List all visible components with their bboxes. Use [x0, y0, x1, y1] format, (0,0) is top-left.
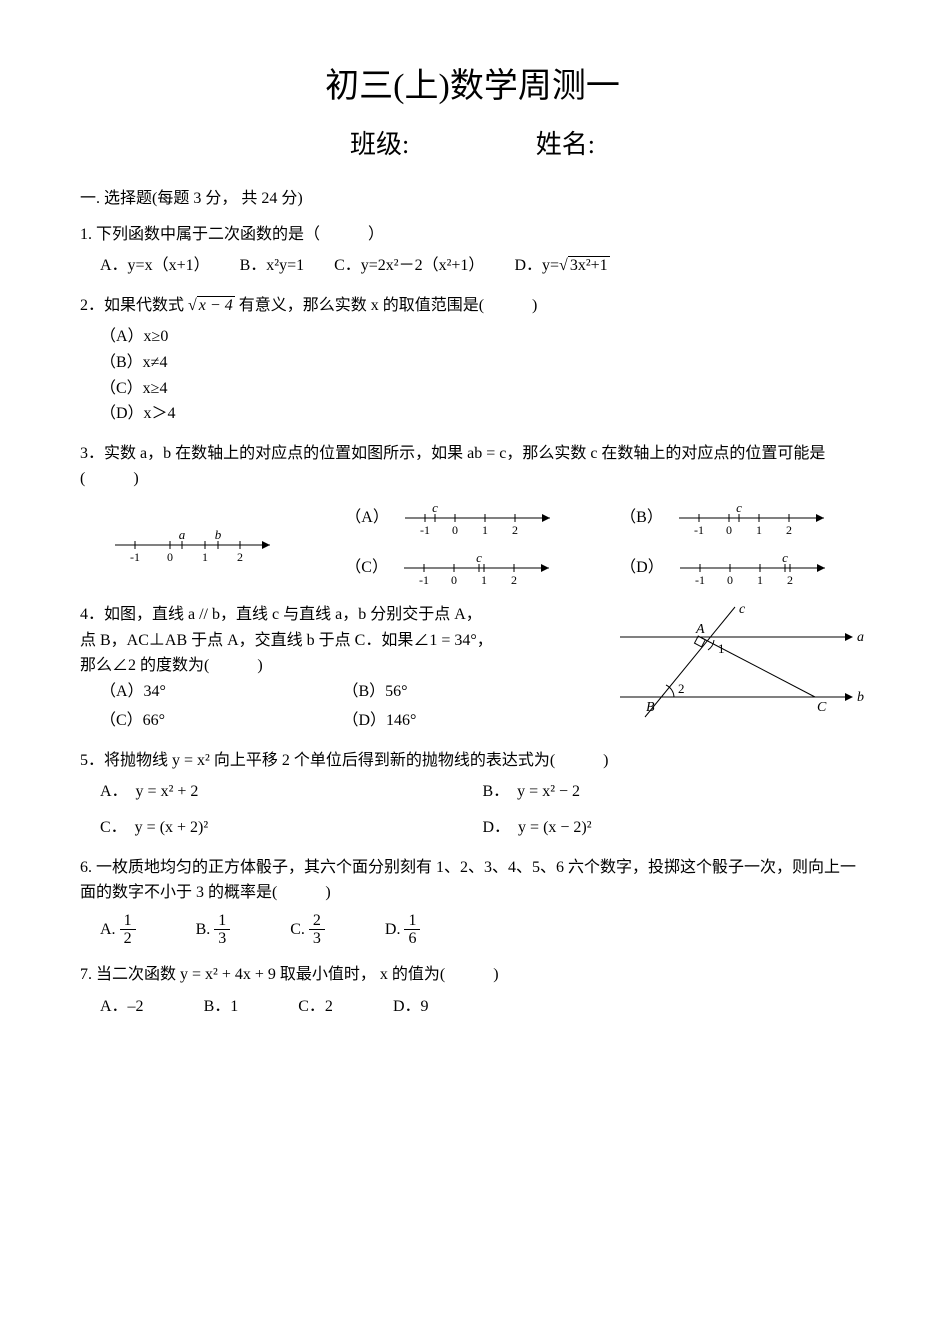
- q6-opt-d: D. 16: [385, 912, 421, 948]
- q4-opt-a: （A）34°: [100, 679, 343, 705]
- q5-stem: 5．将抛物线 y = x² 向上平移 2 个单位后得到新的抛物线的表达式为( ): [80, 748, 865, 774]
- svg-text:-1: -1: [694, 523, 704, 537]
- svg-text:1: 1: [481, 573, 487, 587]
- q5-opt-a: A． y = x² + 2: [100, 779, 483, 805]
- svg-text:0: 0: [452, 523, 458, 537]
- svg-text:b: b: [215, 527, 222, 542]
- q2-opt-c: （C）x≥4: [100, 376, 865, 402]
- svg-text:1: 1: [757, 573, 763, 587]
- number-line-d: -1 0 1 2 c: [670, 548, 830, 588]
- svg-text:A: A: [695, 622, 705, 637]
- svg-text:0: 0: [726, 523, 732, 537]
- svg-text:2: 2: [237, 550, 243, 564]
- q3-opt-a: （A） -1012c: [345, 498, 590, 538]
- q7-stem: 7. 当二次函数 y = x² + 4x + 9 取最小值时， x 的值为( ): [80, 962, 865, 988]
- svg-text:2: 2: [678, 681, 685, 696]
- svg-text:-1: -1: [419, 573, 429, 587]
- q6-opt-c: C. 23: [290, 912, 325, 948]
- number-line-ref: -1 0 1 2 a b: [100, 520, 280, 565]
- q7-opt-b: B．1: [204, 994, 239, 1020]
- question-6: 6. 一枚质地均匀的正方体骰子，其六个面分别刻有 1、2、3、4、5、6 六个数…: [80, 855, 865, 948]
- q4-stem-3: 那么∠2 的度数为( ): [80, 653, 585, 679]
- q6-opt-b: B. 13: [196, 912, 231, 948]
- q3-opt-c: （C） -1012c: [345, 548, 590, 588]
- question-7: 7. 当二次函数 y = x² + 4x + 9 取最小值时， x 的值为( )…: [80, 962, 865, 1019]
- number-line-a: -1 0 1 2 c: [395, 498, 555, 538]
- svg-text:-1: -1: [695, 573, 705, 587]
- q4-stem-2: 点 B，AC⊥AB 于点 A，交直线 b 于点 C．如果∠1 = 34°，: [80, 628, 585, 654]
- svg-text:C: C: [817, 700, 827, 715]
- svg-text:2: 2: [787, 573, 793, 587]
- q4-stem-1: 4．如图，直线 a // b，直线 c 与直线 a，b 分别交于点 A，: [80, 602, 585, 628]
- q6-stem: 6. 一枚质地均匀的正方体骰子，其六个面分别刻有 1、2、3、4、5、6 六个数…: [80, 855, 865, 906]
- svg-text:c: c: [476, 550, 482, 565]
- question-2: 2．如果代数式 x − 4 有意义，那么实数 x 的取值范围是( ) （A）x≥…: [80, 293, 865, 427]
- page-title: 初三(上)数学周测一: [80, 60, 865, 114]
- q3-opt-b: （B） -1012c: [620, 498, 865, 538]
- svg-text:0: 0: [727, 573, 733, 587]
- q1-opt-a: A．y=x（x+1）: [100, 253, 210, 279]
- svg-text:a: a: [179, 527, 186, 542]
- question-3: 3．实数 a，b 在数轴上的对应点的位置如图所示，如果 ab = c，那么实数 …: [80, 441, 865, 588]
- q3-stem: 3．实数 a，b 在数轴上的对应点的位置如图所示，如果 ab = c，那么实数 …: [80, 441, 865, 492]
- svg-text:1: 1: [718, 641, 725, 656]
- svg-text:1: 1: [756, 523, 762, 537]
- q4-diagram: a b c A B C 1 2: [605, 602, 865, 722]
- q2-stem: 2．如果代数式 x − 4 有意义，那么实数 x 的取值范围是( ): [80, 293, 865, 319]
- svg-text:2: 2: [786, 523, 792, 537]
- svg-text:b: b: [857, 690, 864, 705]
- q6-opt-a: A. 12: [100, 912, 136, 948]
- q7-opt-a: A．–2: [100, 994, 144, 1020]
- svg-text:c: c: [782, 550, 788, 565]
- q1-opt-d: D．y=3x²+1: [514, 253, 609, 279]
- q2-opt-a: （A）x≥0: [100, 324, 865, 350]
- svg-text:a: a: [857, 630, 864, 645]
- svg-text:c: c: [736, 500, 742, 515]
- q2-opt-d: （D）x＞4: [100, 401, 865, 427]
- question-4: 4．如图，直线 a // b，直线 c 与直线 a，b 分别交于点 A， 点 B…: [80, 602, 865, 734]
- q2-opt-b: （B）x≠4: [100, 350, 865, 376]
- svg-text:2: 2: [511, 573, 517, 587]
- q1-opt-b: B．x²y=1: [240, 253, 305, 279]
- name-label: 姓名:: [536, 124, 595, 166]
- q3-ref-diagram: -1 0 1 2 a b: [100, 520, 315, 565]
- q4-opt-c: （C）66°: [100, 708, 343, 734]
- number-line-b: -1 0 1 2 c: [669, 498, 829, 538]
- svg-text:-1: -1: [130, 550, 140, 564]
- subtitle: 班级: 姓名:: [80, 124, 865, 166]
- svg-text:-1: -1: [420, 523, 430, 537]
- svg-text:1: 1: [482, 523, 488, 537]
- q5-opt-c: C． y = (x + 2)²: [100, 815, 483, 841]
- q3-opt-d: （D） -1012c: [620, 548, 865, 588]
- number-line-c: -1 0 1 2 c: [394, 548, 554, 588]
- q1-opt-c: C．y=2x²－2（x²+1）: [334, 253, 484, 279]
- svg-text:B: B: [646, 700, 655, 715]
- q5-opt-d: D． y = (x − 2)²: [483, 815, 866, 841]
- svg-text:c: c: [739, 602, 746, 617]
- q4-opt-d: （D）146°: [343, 708, 586, 734]
- q4-opt-b: （B）56°: [343, 679, 586, 705]
- q1-stem: 1. 下列函数中属于二次函数的是（ ）: [80, 222, 865, 248]
- question-5: 5．将抛物线 y = x² 向上平移 2 个单位后得到新的抛物线的表达式为( )…: [80, 748, 865, 841]
- svg-text:c: c: [432, 500, 438, 515]
- question-1: 1. 下列函数中属于二次函数的是（ ） A．y=x（x+1） B．x²y=1 C…: [80, 222, 865, 279]
- q7-opt-d: D．9: [393, 994, 429, 1020]
- svg-text:0: 0: [451, 573, 457, 587]
- class-label: 班级:: [350, 124, 409, 166]
- q7-opt-c: C．2: [298, 994, 333, 1020]
- svg-text:0: 0: [167, 550, 173, 564]
- svg-text:1: 1: [202, 550, 208, 564]
- section-heading: 一. 选择题(每题 3 分， 共 24 分): [80, 186, 865, 212]
- svg-text:2: 2: [512, 523, 518, 537]
- q5-opt-b: B． y = x² − 2: [483, 779, 866, 805]
